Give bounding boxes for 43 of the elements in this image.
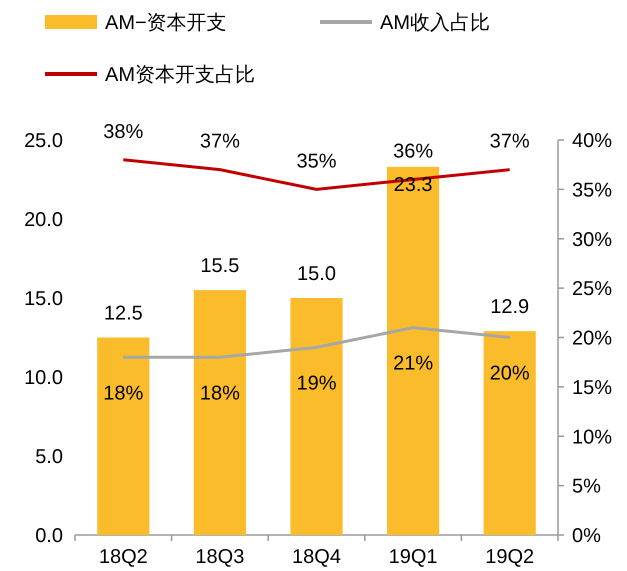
y2-tick-label: 40% [572, 130, 612, 152]
y-tick-label: 10.0 [24, 367, 63, 389]
y2-tick-label: 0% [572, 525, 602, 547]
y2-tick-label: 30% [572, 228, 612, 251]
data-label: 15.0 [297, 263, 336, 285]
data-label: 18% [200, 382, 240, 404]
y2-tick-label: 10% [572, 426, 612, 448]
data-label: 12.9 [490, 296, 530, 318]
bar [387, 166, 440, 535]
y2-tick-label: 25% [572, 278, 612, 300]
y2-tick-label: 5% [572, 476, 602, 498]
x-tick-label: 19Q1 [388, 546, 438, 568]
legend-label: AM资本开支占比 [105, 64, 255, 86]
x-tick-label: 19Q2 [485, 546, 534, 568]
y-tick-label: 0.0 [35, 525, 63, 547]
y-tick-label: 15.0 [24, 288, 63, 310]
data-label: 12.5 [104, 302, 143, 324]
x-tick-label: 18Q2 [98, 546, 148, 568]
data-label: 35% [296, 150, 337, 172]
data-label: 21% [393, 352, 434, 375]
y2-tick-label: 15% [572, 376, 612, 399]
data-label: 37% [200, 130, 240, 153]
data-label: 23.3 [394, 174, 433, 196]
x-tick-label: 18Q3 [195, 546, 244, 568]
data-label: 18% [103, 382, 144, 404]
data-label: 20% [490, 362, 530, 384]
y2-tick-label: 20% [572, 328, 612, 350]
legend-label: AM−资本开支 [105, 12, 227, 34]
data-label: 15.5 [200, 255, 240, 278]
y2-tick-label: 35% [572, 179, 612, 202]
y-tick-label: 25.0 [24, 130, 63, 152]
data-label: 37% [490, 130, 530, 153]
bar [484, 331, 536, 535]
data-label: 36% [393, 140, 434, 162]
legend-label: AM收入占比 [380, 12, 490, 34]
bar [97, 338, 150, 535]
data-label: 38% [103, 120, 144, 143]
bar [194, 290, 246, 535]
data-label: 19% [296, 372, 337, 394]
x-tick-label: 18Q4 [292, 546, 341, 568]
y-tick-label: 20.0 [24, 209, 63, 231]
bar [290, 298, 343, 535]
y-tick-label: 5.0 [35, 446, 63, 468]
